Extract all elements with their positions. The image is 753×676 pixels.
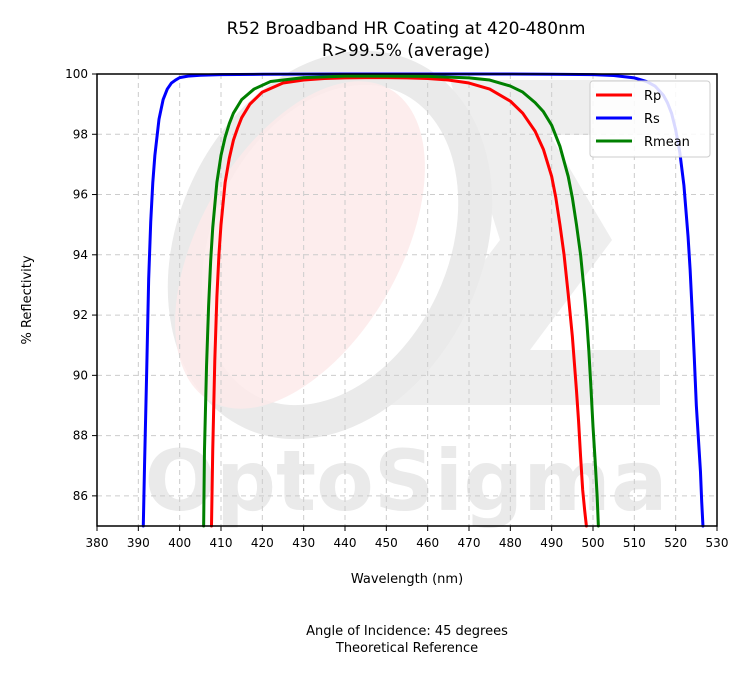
x-axis-label: Wavelength (nm): [351, 572, 463, 587]
y-tick-label: 88: [73, 429, 88, 443]
chart-title: R52 Broadband HR Coating at 420-480nm: [227, 19, 586, 39]
plot-frame: [96, 73, 718, 527]
x-tick-label: 480: [499, 536, 522, 550]
watermark-red-ellipse: [175, 81, 425, 409]
x-tick-label: 500: [582, 536, 605, 550]
watermark-text: OptoSigma: [144, 432, 667, 530]
y-tick-label: 96: [73, 188, 88, 202]
x-tick-label: 520: [664, 536, 687, 550]
x-tick-label: 440: [334, 536, 357, 550]
chart-subtitle: R>99.5% (average): [322, 41, 490, 61]
footer-line-2: Theoretical Reference: [335, 641, 478, 656]
x-tick-label: 400: [168, 536, 191, 550]
x-tick-label: 420: [251, 536, 274, 550]
legend-label-rmean: Rmean: [644, 135, 690, 150]
y-tick-label: 94: [73, 248, 88, 262]
legend-label-rs: Rs: [644, 112, 660, 127]
x-tick-label: 430: [292, 536, 315, 550]
x-tick-label: 490: [540, 536, 563, 550]
y-tick-label: 98: [73, 127, 88, 141]
y-tick-label: 86: [73, 489, 88, 503]
x-tick-label: 460: [416, 536, 439, 550]
legend-label-rp: Rp: [644, 89, 661, 104]
legend: Rp Rs Rmean: [589, 80, 711, 158]
x-tick-label: 510: [623, 536, 646, 550]
x-tick-label: 380: [86, 536, 109, 550]
footer-line-1: Angle of Incidence: 45 degrees: [306, 624, 508, 639]
x-tick-label: 530: [706, 536, 729, 550]
series-line-rp: [209, 76, 588, 528]
series-line-rmean: [202, 74, 600, 528]
x-tick-label: 450: [375, 536, 398, 550]
axis-ticks: 380 390 400 410 420 430 440 450 460 470 480 490 500 5…: [65, 67, 728, 550]
y-tick-label: 100: [65, 67, 88, 81]
x-tick-label: 410: [210, 536, 233, 550]
x-tick-label: 470: [458, 536, 481, 550]
y-tick-label: 90: [73, 368, 88, 382]
x-tick-label: 390: [127, 536, 150, 550]
y-axis-label: % Reflectivity: [20, 255, 35, 344]
legend-box: [589, 80, 711, 158]
y-tick-label: 92: [73, 308, 88, 322]
